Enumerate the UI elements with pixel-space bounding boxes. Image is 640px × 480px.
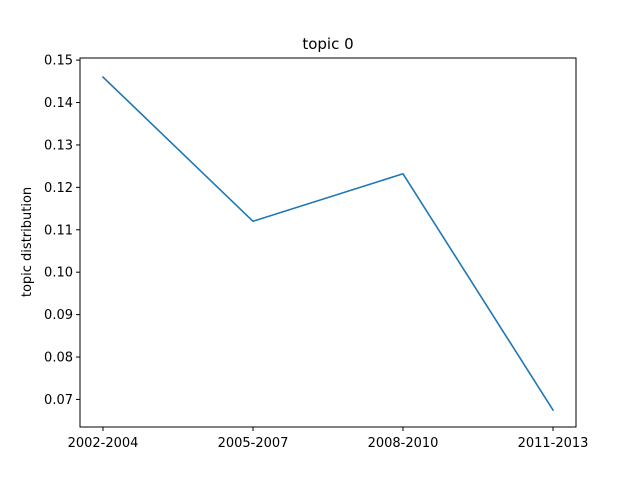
y-tick-label: 0.13 xyxy=(44,138,73,153)
x-tick-label: 2011-2013 xyxy=(518,436,589,451)
y-tick-label: 0.08 xyxy=(44,351,73,366)
y-tick-label: 0.09 xyxy=(44,308,73,323)
x-tick-label: 2008-2010 xyxy=(368,436,439,451)
y-tick-label: 0.14 xyxy=(44,96,73,111)
y-axis: 0.07 0.08 0.09 0.10 0.11 0.12 0.13 0.14 0.15 xyxy=(44,54,80,408)
y-tick-label: 0.10 xyxy=(44,266,73,281)
y-tick-label: 0.07 xyxy=(44,393,73,408)
y-tick-label: 0.12 xyxy=(44,181,73,196)
series-line-0 xyxy=(101,75,555,412)
y-axis-label: topic distribution xyxy=(20,187,35,297)
chart-title: topic 0 xyxy=(302,35,353,53)
x-tick-label: 2002-2004 xyxy=(68,436,139,451)
plot-frame xyxy=(79,57,577,428)
series-layer xyxy=(101,75,555,412)
y-tick-label: 0.15 xyxy=(44,54,73,69)
x-tick-label: 2005-2007 xyxy=(218,436,289,451)
x-axis: 2002-2004 2005-2007 2008-2010 2011-2013 xyxy=(68,427,589,451)
y-tick-label: 0.11 xyxy=(44,223,73,238)
